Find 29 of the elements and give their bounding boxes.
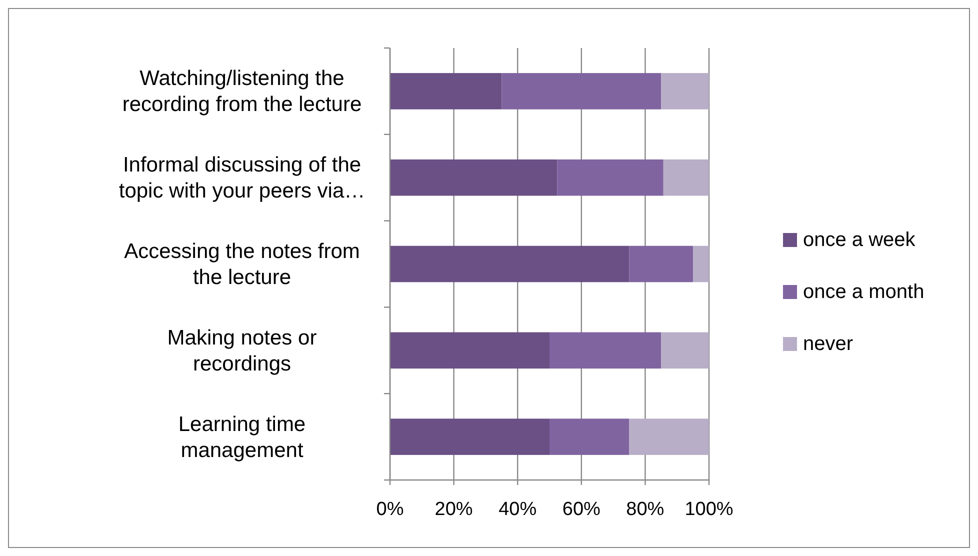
bar [629,418,709,455]
y-tick-label: Learning time management [178,412,306,462]
bar [390,246,630,282]
x-tick-label: 100% [684,499,734,520]
bar [629,246,694,282]
bar [390,73,502,110]
bar [550,332,662,369]
bar [663,159,709,196]
y-tick-label: Making notes or recordings [167,326,317,375]
legend-label: once a month [803,281,924,303]
bar [661,73,709,110]
bar [550,418,630,455]
y-tick-label: Watching/listening the recording from the lecture [122,66,362,116]
legend-label: once a week [803,229,916,251]
bar [557,159,664,196]
bar [390,418,550,455]
bar [693,246,709,282]
x-tick-label: 20% [434,499,473,520]
x-tick-label: 60% [562,499,601,520]
bar [502,73,662,110]
bar [390,159,558,196]
x-tick-label: 40% [498,499,537,520]
x-tick-label: 80% [626,499,664,520]
x-tick-label: 0% [376,499,404,520]
bar [390,332,550,369]
y-tick-label: Informal discussing of the topic with your peers via… [118,153,366,202]
legend-label: never [803,333,854,355]
bar [661,332,709,369]
y-tick-label: Accessing the notes from the lecture [124,240,360,288]
